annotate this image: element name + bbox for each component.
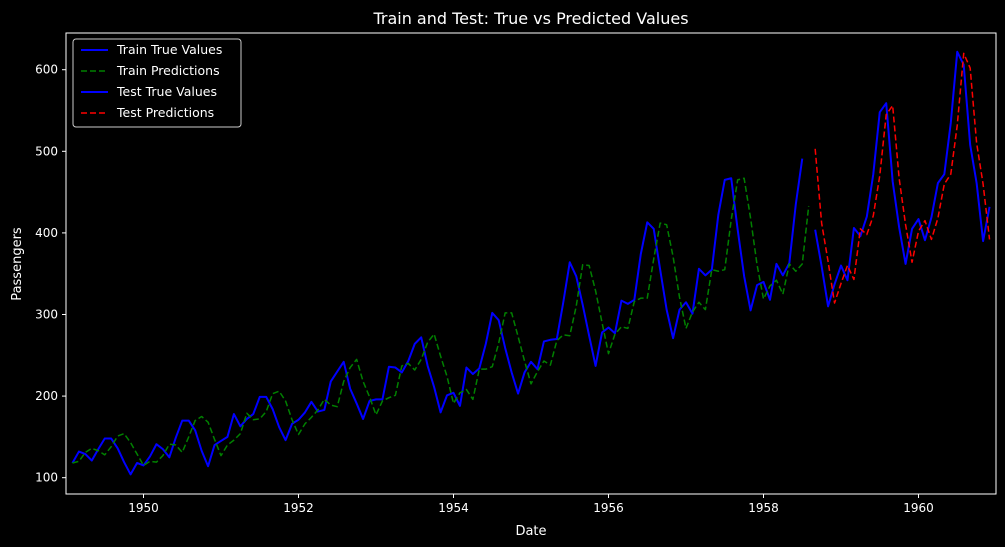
chart-title: Train and Test: True vs Predicted Values [372, 9, 688, 28]
x-tick-label-1958: 1958 [748, 501, 779, 515]
x-axis-ticks: 1950 1952 1954 1956 1958 1960 [128, 494, 934, 515]
series-line-4 [814, 52, 991, 304]
legend-label-3: Test True Values [116, 84, 217, 99]
x-tick-label-1950: 1950 [128, 501, 159, 515]
y-tick-label-200: 200 [35, 389, 58, 403]
series-line-3 [814, 50, 991, 308]
series-line-1 [71, 158, 804, 476]
x-tick-label-1952: 1952 [283, 501, 314, 515]
legend-box [72, 38, 242, 128]
plot-series [71, 50, 991, 476]
y-tick-label-500: 500 [35, 144, 58, 158]
x-axis-label: Date [515, 524, 546, 539]
legend-label-1: Train True Values [116, 42, 222, 57]
legend: Train True Values Train Predictions Test T… [72, 38, 242, 128]
y-tick-label-600: 600 [35, 63, 58, 77]
x-tick-label-1956: 1956 [593, 501, 624, 515]
x-tick-label-1954: 1954 [438, 501, 469, 515]
x-tick-label-1960: 1960 [903, 501, 934, 515]
legend-label-4: Test Predictions [116, 105, 214, 120]
series-line-2 [72, 177, 810, 467]
y-tick-label-400: 400 [35, 226, 58, 240]
y-tick-label-300: 300 [35, 307, 58, 321]
y-axis-ticks: 100 200 300 400 500 600 [35, 63, 66, 485]
plot-area-frame [65, 32, 997, 495]
y-axis-label: Passengers [10, 227, 25, 301]
legend-label-2: Train Predictions [116, 63, 220, 78]
y-tick-label-100: 100 [35, 471, 58, 485]
